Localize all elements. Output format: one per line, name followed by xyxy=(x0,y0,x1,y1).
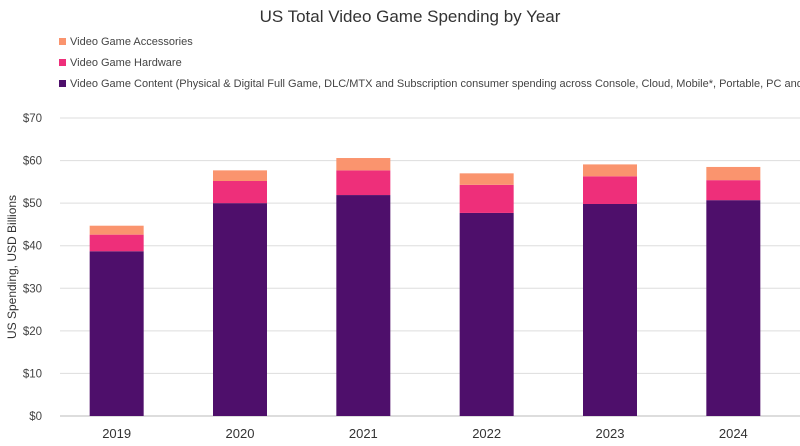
legend-swatch xyxy=(59,80,66,87)
y-tick-label: $70 xyxy=(23,113,42,125)
legend-label: Video Game Content (Physical & Digital F… xyxy=(70,78,800,90)
bar-segment-2023-1 xyxy=(583,176,637,204)
bar-segment-2022-0 xyxy=(459,212,514,416)
x-tick-label: 2021 xyxy=(349,426,378,441)
bar-segment-2024-2 xyxy=(706,166,761,181)
bar-segment-2019-0 xyxy=(89,251,144,416)
y-axis-ticks: $0 $10 $20 $30 $40 $50 $60 $70 xyxy=(23,113,42,423)
bar-segment-2021-0 xyxy=(336,195,391,416)
bar-segment-2020-1 xyxy=(213,181,267,204)
y-tick-label: $60 xyxy=(23,156,42,168)
y-axis-label: US Spending, USD Billions xyxy=(5,195,19,339)
bar-segment-2023-2 xyxy=(583,164,637,177)
legend-swatch xyxy=(59,38,66,45)
y-tick-label: $0 xyxy=(29,411,42,423)
bar-segment-2019-1 xyxy=(89,234,144,252)
bar-segment-2021-1 xyxy=(336,170,391,196)
y-tick-label: $30 xyxy=(23,283,42,295)
x-tick-label: 2019 xyxy=(102,426,131,441)
bar-segment-2021-2 xyxy=(336,158,391,171)
bar-segment-2020-2 xyxy=(213,170,267,182)
y-tick-label: $10 xyxy=(23,368,42,380)
legend-label: Video Game Accessories xyxy=(70,36,193,48)
bar-segment-2024-1 xyxy=(706,180,761,201)
x-tick-label: 2024 xyxy=(719,426,748,441)
y-tick-label: $20 xyxy=(23,326,42,338)
legend: Video Game Accessories Video Game Hardwar… xyxy=(59,36,800,90)
x-tick-label: 2020 xyxy=(226,426,255,441)
bar-segment-2023-0 xyxy=(583,203,637,416)
bars xyxy=(89,158,761,416)
chart-title: US Total Video Game Spending by Year xyxy=(260,7,561,26)
bar-segment-2022-2 xyxy=(459,173,514,185)
bar-segment-2019-2 xyxy=(89,225,144,235)
y-tick-label: $50 xyxy=(23,198,42,210)
bar-segment-2020-0 xyxy=(213,203,267,416)
bar-segment-2024-0 xyxy=(706,200,761,416)
gridlines xyxy=(60,117,800,417)
legend-label: Video Game Hardware xyxy=(70,57,182,69)
y-tick-label: $40 xyxy=(23,241,42,253)
legend-swatch xyxy=(59,59,66,66)
x-axis-ticks: 2019 2020 2021 2022 2023 2024 xyxy=(102,426,748,441)
x-tick-label: 2023 xyxy=(596,426,625,441)
x-tick-label: 2022 xyxy=(472,426,501,441)
bar-segment-2022-1 xyxy=(459,184,514,213)
